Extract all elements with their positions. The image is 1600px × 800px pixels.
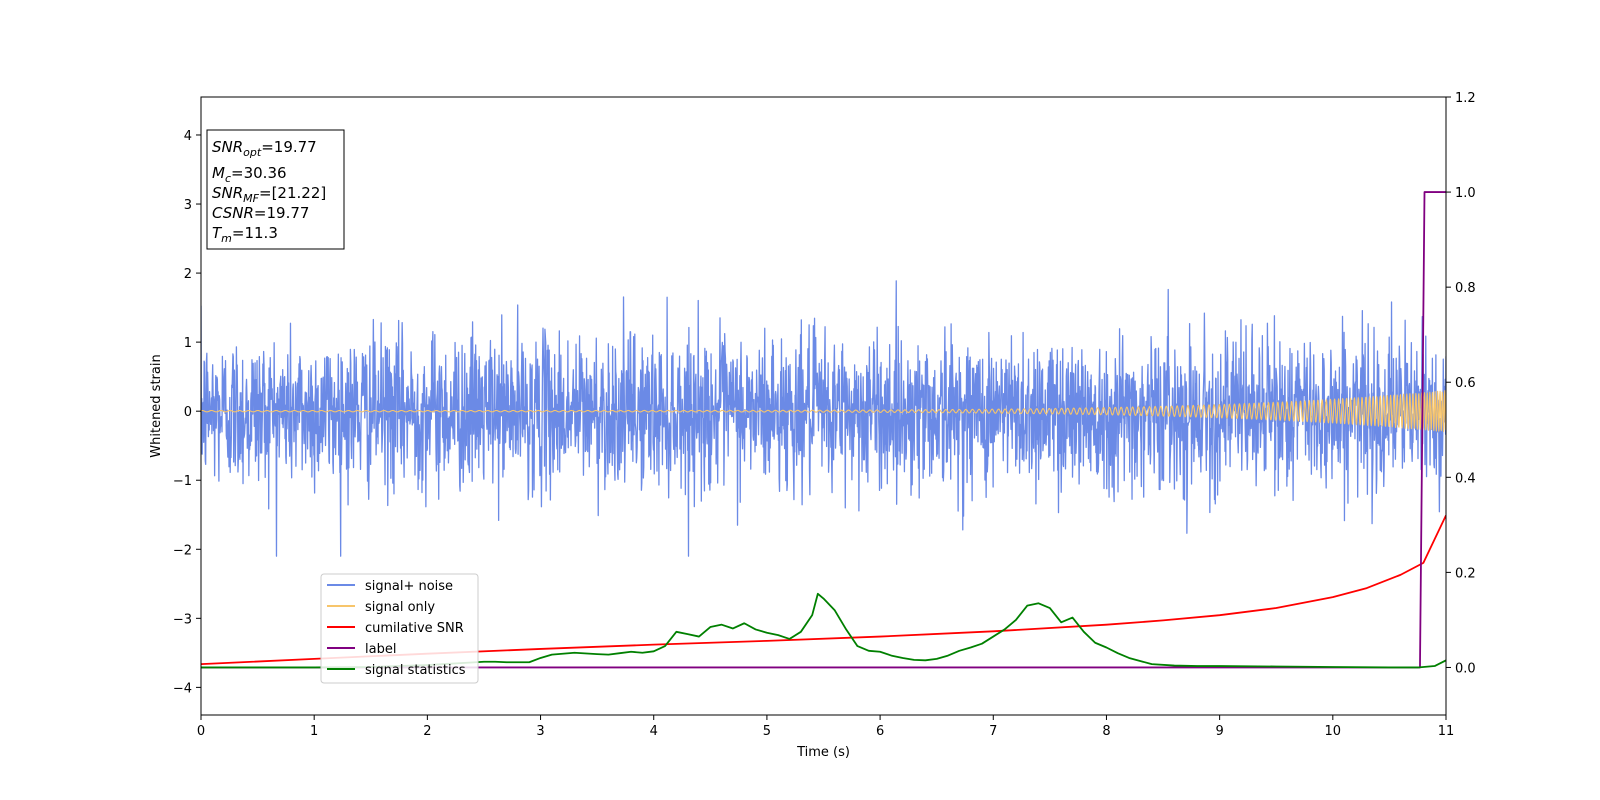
annotation-snr-opt: SNRopt=19.77 [212, 138, 317, 159]
y-tick-label-right: 0.6 [1455, 376, 1476, 391]
annotation-csnr: CSNR=19.77 [212, 204, 309, 222]
legend-label: signal only [365, 600, 435, 615]
x-tick-label: 5 [763, 724, 771, 739]
y-tick-label-left: −3 [173, 612, 192, 627]
x-tick-label: 11 [1438, 724, 1455, 739]
axes-frame [200, 96, 1447, 716]
annotation-tm: Tm=11.3 [212, 224, 278, 245]
annotation-mc: Mc=30.36 [212, 164, 287, 185]
legend-item: cumilative SNR [327, 621, 464, 636]
y-tick-label-left: 2 [184, 267, 192, 282]
legend-label: signal+ noise [365, 579, 453, 594]
series-line-signal-noise [201, 280, 1446, 557]
y-tick-label-left: −2 [173, 543, 192, 558]
x-tick-label: 2 [423, 724, 431, 739]
legend-label: cumilative SNR [365, 621, 464, 636]
y-tick-label-right: 1.2 [1455, 91, 1476, 106]
legend-item: label [327, 642, 396, 657]
series-line-signal-only [201, 390, 1446, 432]
y-tick-label-right: 0.0 [1455, 661, 1476, 676]
y-tick-label-right: 0.8 [1455, 281, 1476, 296]
legend-label: label [365, 642, 396, 657]
series-line-label [201, 191, 1446, 669]
x-tick-label: 4 [650, 724, 658, 739]
x-tick-label: 1 [310, 724, 318, 739]
legend-item: signal statistics [327, 663, 466, 678]
x-tick-label: 3 [536, 724, 544, 739]
legend: signal+ noise signal only cumilative SNR… [320, 573, 479, 684]
y-axis-label: Whitened strain [149, 354, 164, 457]
x-tick-label: 6 [876, 724, 884, 739]
x-tick-label: 0 [197, 724, 205, 739]
y-tick-label-right: 0.4 [1455, 471, 1476, 486]
x-tick-label: 10 [1325, 724, 1342, 739]
legend-item: signal only [327, 600, 435, 615]
annotation-frame [206, 129, 345, 250]
y-tick-label-left: 4 [184, 129, 192, 144]
y-tick-label-left: −1 [173, 474, 192, 489]
y-tick-label-left: 0 [184, 405, 192, 420]
tick-layer: 0 1 2 3 4 5 6 7 8 9 10 11 −4 −3 −2 −1 0 1 2 3 4 0.0 0.2 0.4 0.6 0… [173, 91, 1476, 739]
series-line-cumilative-snr [201, 514, 1446, 666]
y-tick-label-left: −4 [173, 681, 192, 696]
y-tick-label-left: 1 [184, 336, 192, 351]
x-axis-label: Time (s) [796, 745, 850, 760]
x-tick-label: 9 [1215, 724, 1223, 739]
parameter-annotation-box: SNRopt=19.77 Mc=30.36 SNRMF=[21.22] CSNR… [206, 129, 345, 250]
legend-item: signal+ noise [327, 579, 453, 594]
series-line-signal-statistics [201, 592, 1446, 669]
legend-frame [320, 573, 479, 684]
plot-area [201, 191, 1446, 669]
y-tick-label-right: 0.2 [1455, 566, 1476, 581]
annotation-snr-mf: SNRMF=[21.22] [212, 184, 326, 205]
legend-label: signal statistics [365, 663, 466, 678]
y-tick-label-right: 1.0 [1455, 186, 1476, 201]
x-tick-label: 8 [1102, 724, 1110, 739]
y-tick-label-left: 3 [184, 198, 192, 213]
x-tick-label: 7 [989, 724, 997, 739]
